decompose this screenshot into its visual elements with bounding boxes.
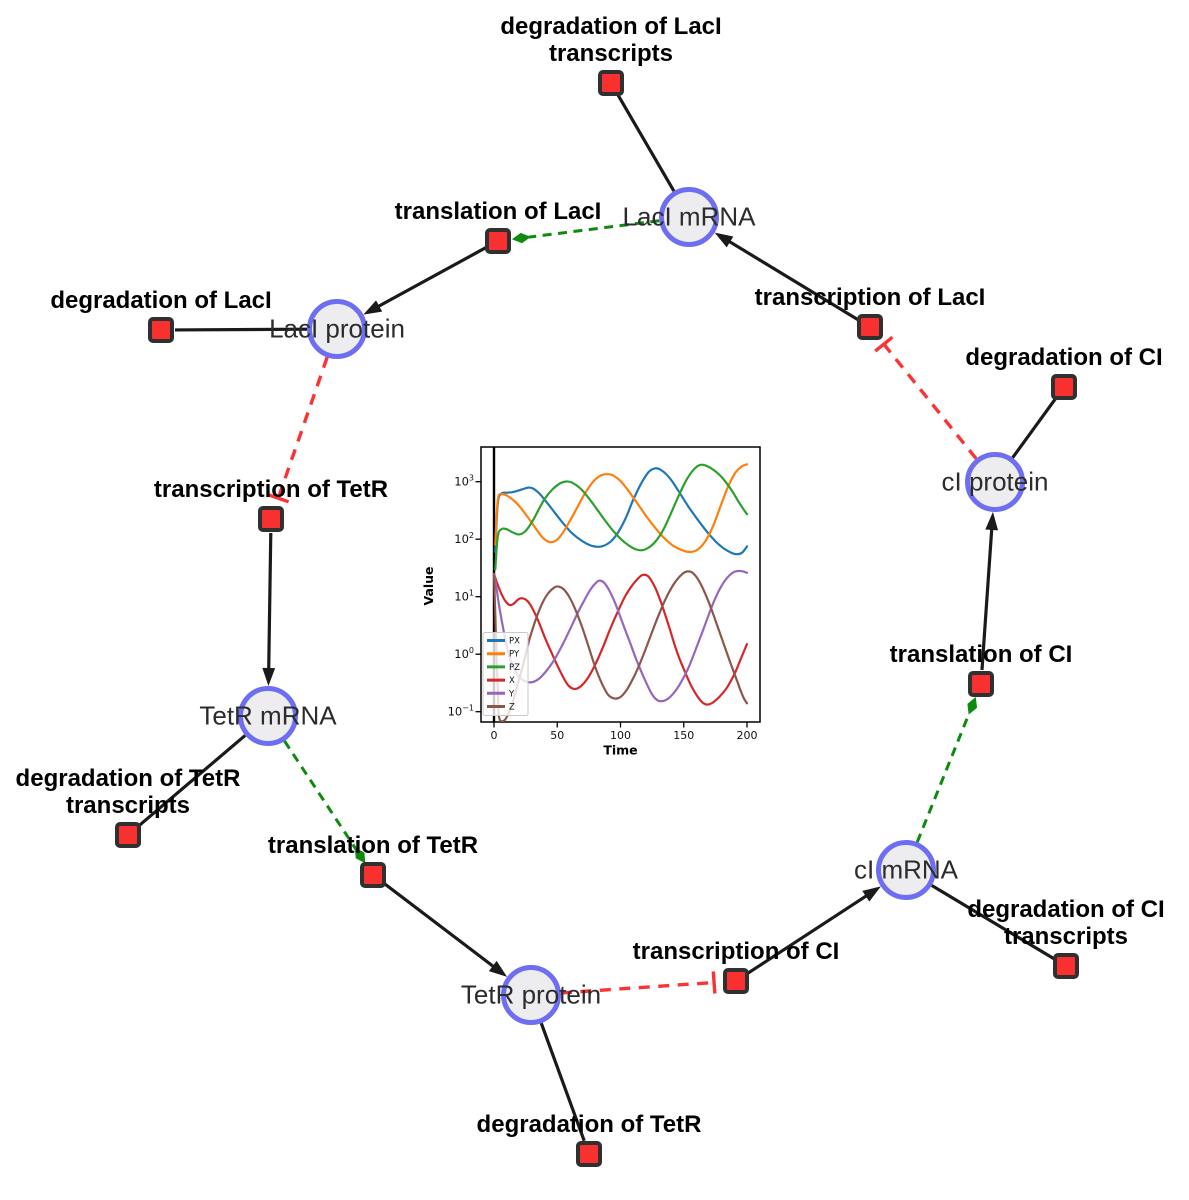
arrowhead-icon [985,511,999,531]
chart-x-tick-label: 100 [610,729,631,742]
legend-label-PY: PY [509,650,520,660]
chart-x-tick-label: 150 [673,729,694,742]
edge-ci-protein-to-deg-ci-consumption [1011,397,1058,459]
chart-y-tick-label: 100 [454,646,474,661]
chart-ylabel: Value [421,566,436,605]
legend-label-PZ: PZ [509,663,520,673]
chart-series-PX [494,467,749,556]
legend-label-PX: PX [509,637,520,647]
legend-label-X: X [509,676,515,686]
edge-tetr-mrna-to-deg-tetr-transcripts-consumption [137,734,247,828]
edge-tetr-mrna-to-translation-tetr-catalysis [283,740,366,864]
edge-laci-protein-to-deg-laci-consumption [174,327,308,332]
inset-plot-svg: 0 50 100 150 20010310210110010−1TimeValuePXP… [421,446,761,758]
catalysis-arrowhead-icon [967,696,978,715]
arrowhead-icon [714,232,734,248]
edge-tetr-protein-to-deg-tetr-consumption [539,1022,586,1142]
arrowhead-icon [862,886,881,902]
chart-series-Y [492,569,749,703]
arrowhead-icon [262,667,276,687]
edge-transcription-laci-to-laci-mrna-production [714,232,859,322]
catalysis-arrowhead-icon [354,847,366,864]
inhibition-tbar-icon [711,971,717,994]
edge-ci-mrna-to-translation-ci-catalysis [915,696,978,843]
chart-x-tick-label: 200 [737,729,758,742]
chart-y-tick-label: 10−1 [448,704,474,719]
edge-ci-mrna-to-deg-ci-transcripts-consumption [930,884,1055,961]
inhibition-tbar-icon [267,493,290,504]
chart-y-tick-label: 101 [454,589,474,604]
arrowhead-icon [363,300,383,315]
chart-series-PZ [494,463,749,571]
inset-plot: 0 50 100 150 200 103 102 101 100 10−1 Time Value PX P… [420,436,776,766]
edge-laci-protein-to-transcription-tetr-inhibition [267,356,329,504]
chart-series-PY [494,463,749,554]
edge-ci-protein-to-transcription-laci-inhibition [874,335,978,460]
chart-series-Z [492,570,749,722]
chart-xlabel: Time [603,743,637,758]
edge-transcription-tetr-to-tetr-mrna-production [262,532,276,687]
chart-series-X [492,572,749,706]
chart-y-tick-label: 102 [454,531,474,546]
inhibition-tbar-icon [874,335,894,353]
edge-laci-mrna-to-deg-laci-transcripts-consumption [616,94,676,192]
catalysis-arrowhead-icon [511,232,531,244]
edge-translation-ci-to-ci-protein-production [980,511,999,671]
edge-transcription-ci-to-ci-mrna-production [746,886,881,975]
edge-laci-mrna-to-translation-laci-catalysis [511,219,660,244]
chart-x-tick-label: 50 [550,729,564,742]
edge-translation-laci-to-laci-protein-production [363,246,487,315]
legend-label-Y: Y [508,689,515,699]
chart-legend: PX PY PZ XYZ [482,632,529,716]
legend-label-Z: Z [509,703,515,713]
edge-translation-tetr-to-tetr-protein-production [383,882,508,977]
edge-tetr-protein-to-transcription-ci-inhibition [560,971,717,995]
chart-y-tick-label: 103 [454,474,474,489]
chart-x-tick-label: 0 [491,729,498,742]
